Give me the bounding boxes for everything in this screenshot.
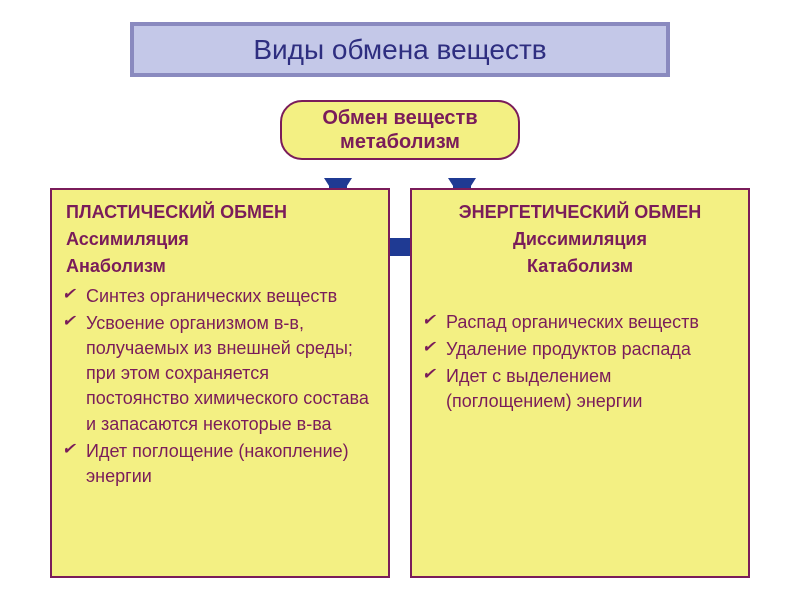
list-item: Распад органических веществ	[426, 310, 734, 335]
title-text: Виды обмена веществ	[253, 34, 546, 66]
left-h1: ПЛАСТИЧЕСКИЙ ОБМЕН	[66, 200, 374, 225]
subtitle-line1: Обмен веществ	[322, 106, 477, 130]
right-column: ЭНЕРГЕТИЧЕСКИЙ ОБМЕН Диссимиляция Катабо…	[410, 188, 750, 578]
right-list: Распад органических веществ Удаление про…	[426, 310, 734, 415]
title-box: Виды обмена веществ	[130, 22, 670, 77]
right-h3: Катаболизм	[426, 254, 734, 279]
left-list: Синтез органических веществ Усвоение орг…	[66, 284, 374, 490]
subtitle-line2: метаболизм	[340, 130, 460, 154]
list-item: Усвоение организмом в-в, получаемых из в…	[66, 311, 374, 437]
subtitle-box: Обмен веществ метаболизм	[280, 100, 520, 160]
list-item: Идет с выделением (поглощением) энергии	[426, 364, 734, 414]
left-column: ПЛАСТИЧЕСКИЙ ОБМЕН Ассимиляция Анаболизм…	[50, 188, 390, 578]
list-item: Синтез органических веществ	[66, 284, 374, 309]
list-item: Идет поглощение (накопление) энергии	[66, 439, 374, 489]
right-h1: ЭНЕРГЕТИЧЕСКИЙ ОБМЕН	[426, 200, 734, 225]
left-h3: Анаболизм	[66, 254, 374, 279]
right-h2: Диссимиляция	[426, 227, 734, 252]
list-item: Удаление продуктов распада	[426, 337, 734, 362]
left-h2: Ассимиляция	[66, 227, 374, 252]
